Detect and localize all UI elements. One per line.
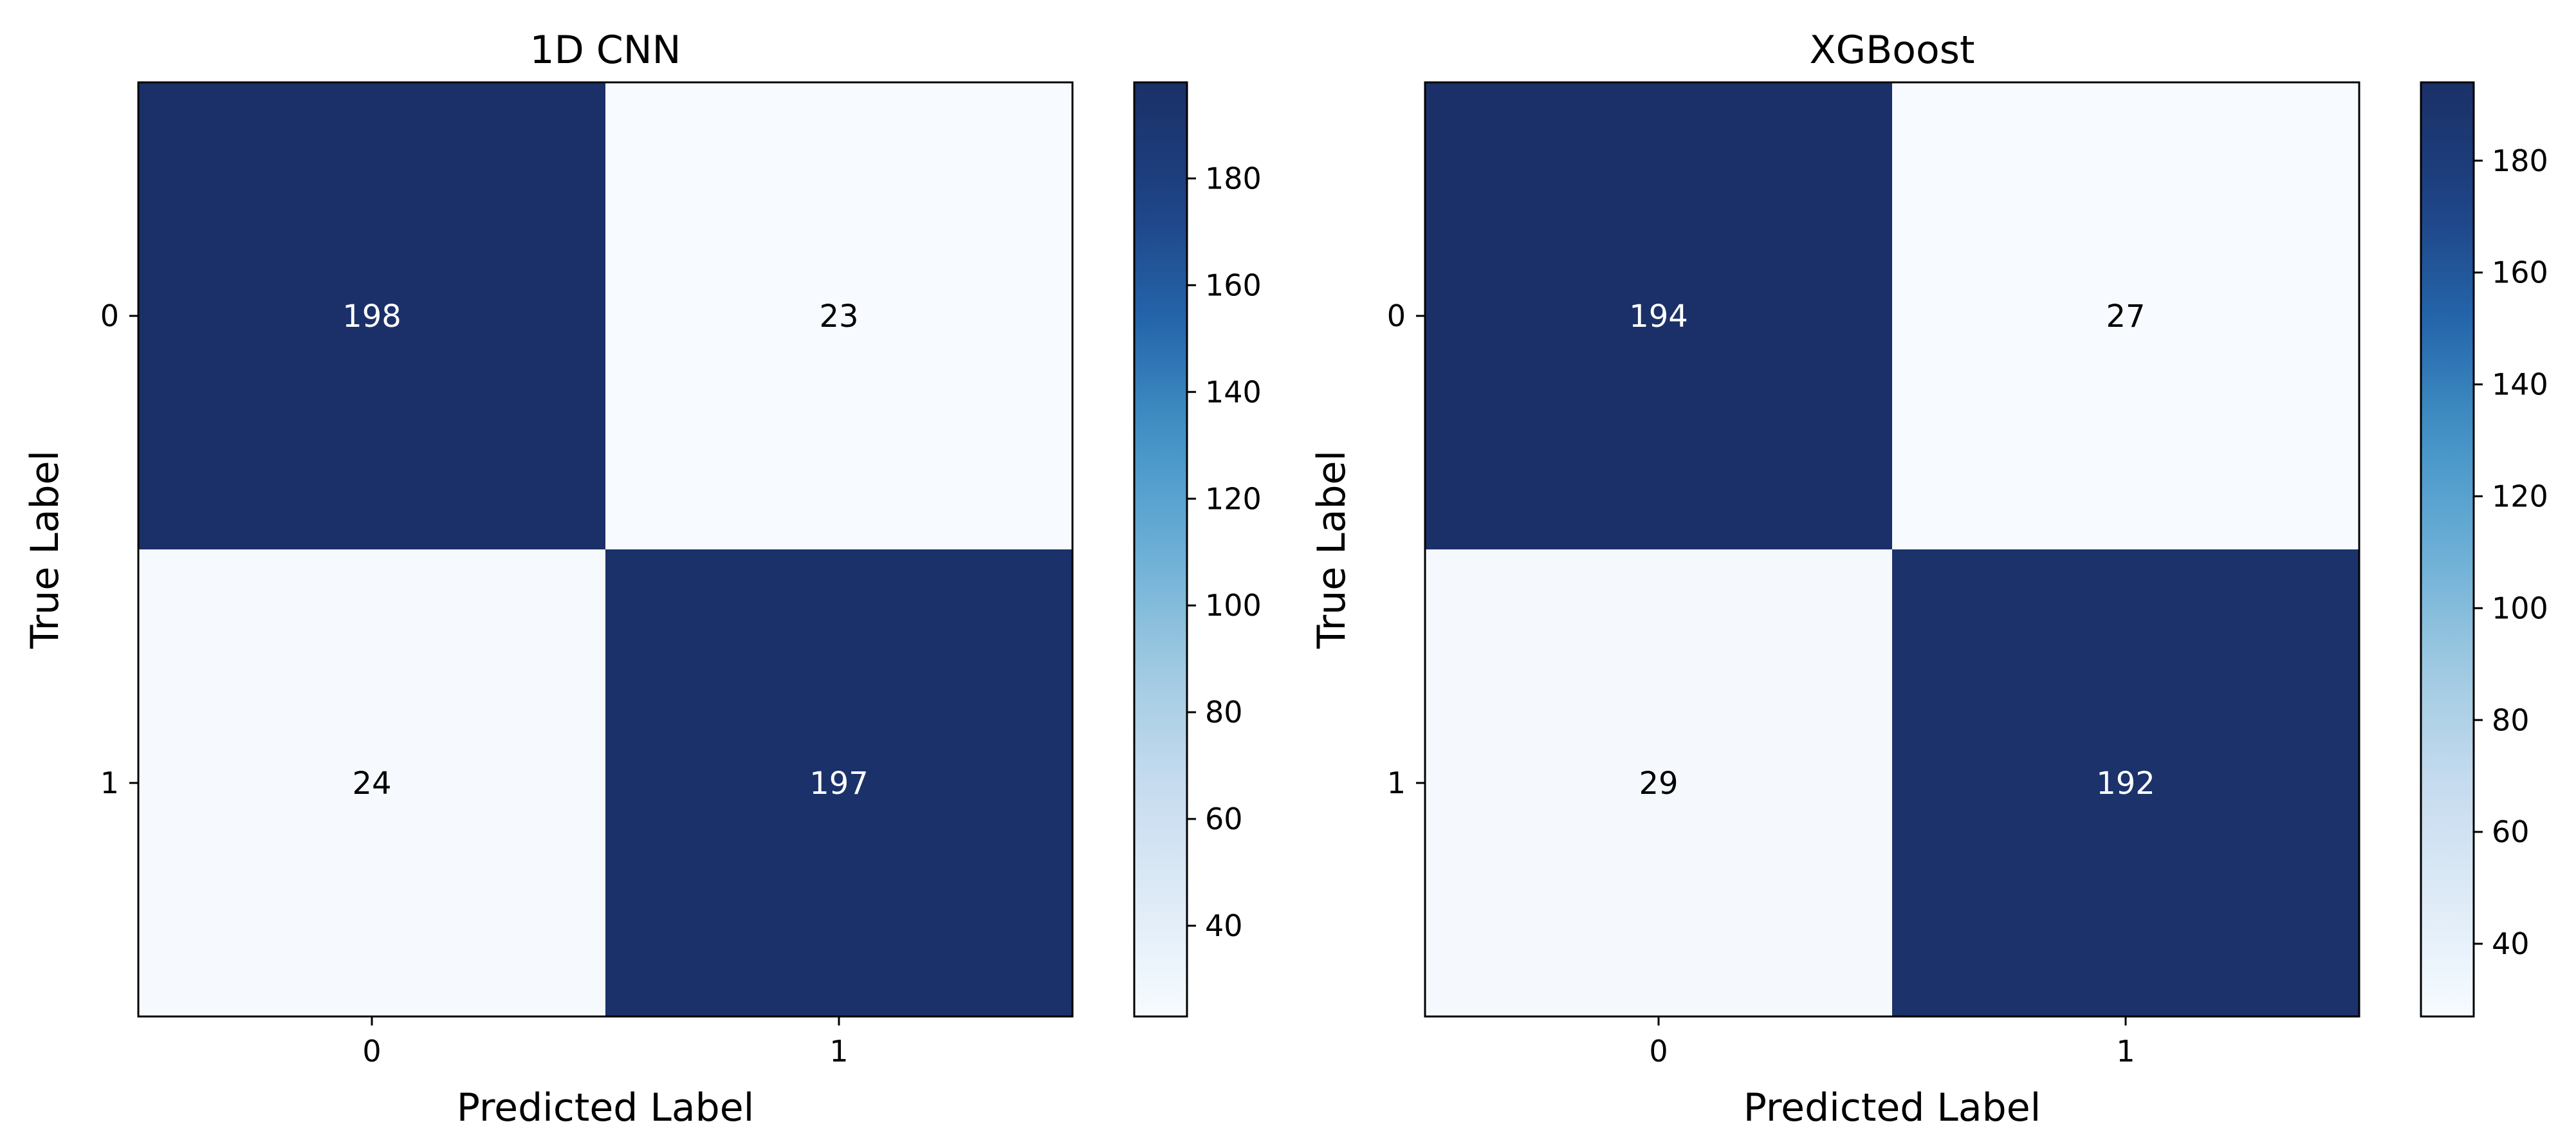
cell-value-label: 192	[2096, 766, 2155, 802]
panel-0: 1D CNN 198 23 24 197 0 1 0 1 Predicted Label True …	[23, 28, 1262, 1130]
heatmap-cell	[1425, 82, 1892, 549]
x-tick-label: 1	[2116, 1034, 2135, 1069]
cell-value-label: 197	[809, 766, 869, 802]
matrix-frame	[137, 81, 1074, 1018]
heatmap-cell	[1892, 82, 2359, 549]
cell-value-label: 29	[1639, 766, 1678, 802]
heatmap-cell	[1425, 549, 1892, 1016]
cell-value-label: 24	[352, 766, 391, 802]
y-tick-label: 1	[100, 766, 119, 800]
chart-title: 1D CNN	[529, 28, 681, 73]
heatmap-cell	[605, 82, 1072, 549]
cell-value-label: 27	[2106, 299, 2145, 335]
y-axis-label: True Label	[1309, 450, 1354, 649]
chart-title: XGBoost	[1810, 28, 1975, 73]
x-axis-label: Predicted Label	[457, 1085, 755, 1130]
x-tick-label: 0	[1649, 1034, 1668, 1069]
colorbar-tick-label: 40	[1205, 908, 1243, 943]
cell-value-label: 198	[342, 299, 401, 335]
colorbar	[1133, 81, 1188, 1018]
matrix-frame	[1424, 81, 2360, 1018]
colorbar	[2420, 81, 2475, 1018]
colorbar-tick-label: 60	[2492, 814, 2530, 849]
x-tick-label: 1	[829, 1034, 848, 1069]
x-tick-label: 0	[362, 1034, 381, 1069]
cell-value-label: 194	[1629, 299, 1688, 335]
colorbar-tick-label: 120	[1205, 481, 1262, 516]
y-axis-label: True Label	[23, 450, 68, 649]
heatmap-cell	[138, 82, 605, 549]
colorbar-tick-label: 100	[1205, 588, 1262, 623]
colorbar-tick-label: 140	[2492, 367, 2548, 402]
colorbar-tick-label: 60	[1205, 802, 1243, 836]
colorbar-tick-label: 140	[1205, 374, 1262, 409]
colorbar-tick-label: 40	[2492, 926, 2530, 961]
colorbar-tick-label: 120	[2492, 479, 2548, 514]
heatmap-cell	[605, 549, 1072, 1016]
x-axis-label: Predicted Label	[1743, 1085, 2041, 1130]
colorbar-tick-label: 80	[2492, 703, 2530, 737]
y-tick-label: 0	[100, 299, 119, 333]
colorbar-tick-label: 160	[1205, 268, 1262, 302]
colorbar-tick-label: 180	[2492, 143, 2548, 178]
panel-1: XGBoost 194 27 29 192 0 1 0 1 Predicted Label True…	[1309, 28, 2548, 1130]
heatmap-cell	[138, 549, 605, 1016]
y-tick-label: 1	[1387, 766, 1406, 800]
y-tick-label: 0	[1387, 299, 1406, 333]
cell-value-label: 23	[819, 299, 858, 335]
colorbar-tick-label: 180	[1205, 161, 1262, 196]
colorbar-tick-label: 160	[2492, 255, 2548, 290]
heatmap-cell	[1892, 549, 2359, 1016]
colorbar-tick-label: 100	[2492, 591, 2548, 625]
colorbar-tick-label: 80	[1205, 695, 1243, 730]
